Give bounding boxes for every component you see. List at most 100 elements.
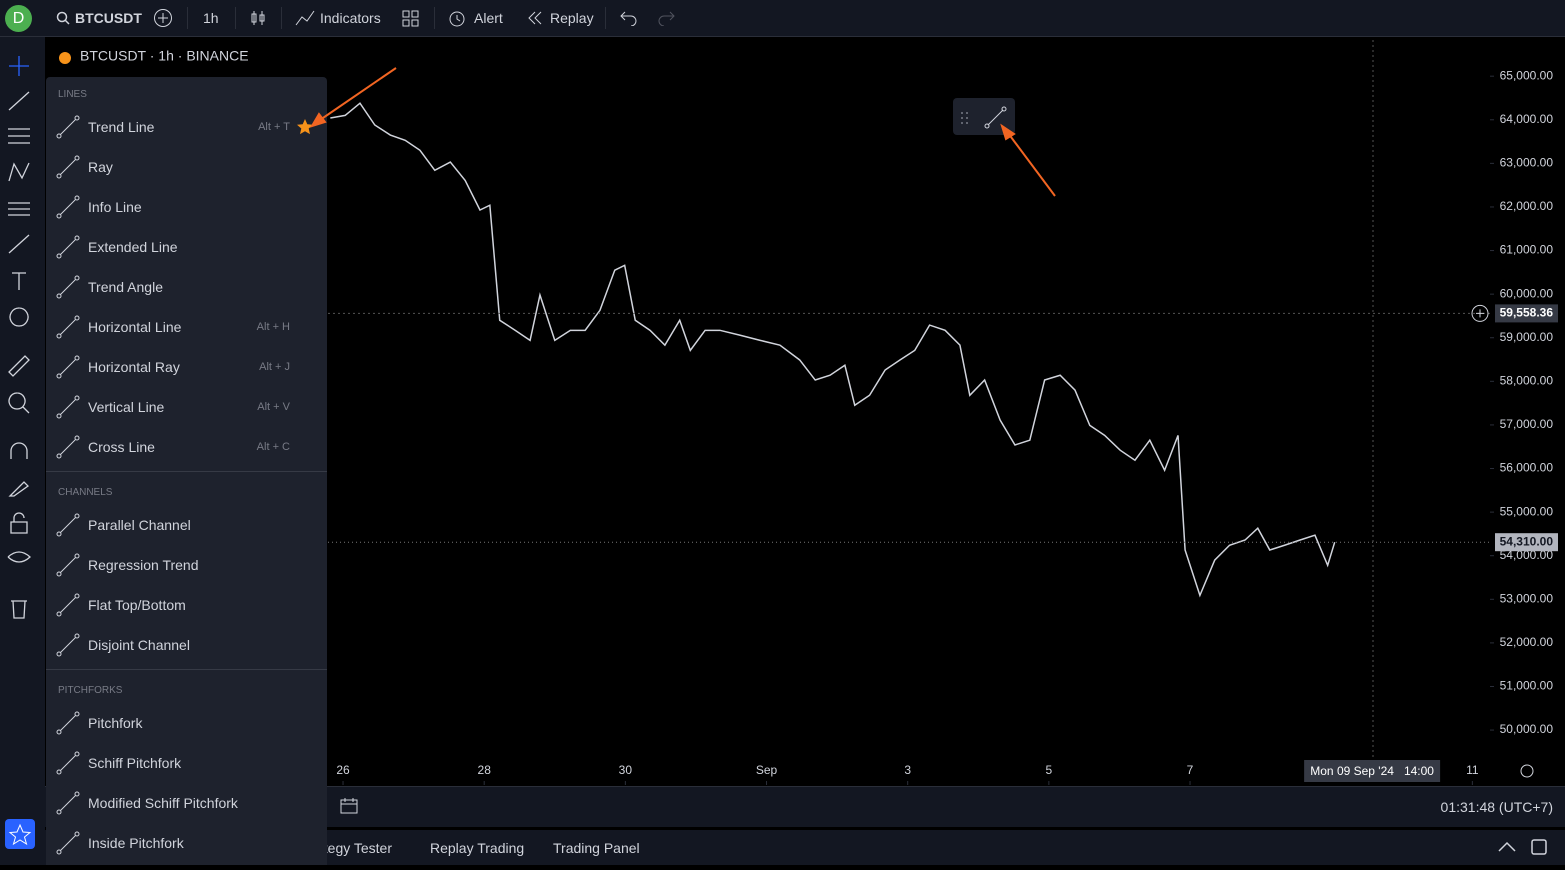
y-tick-label: 56,000.00 — [1500, 461, 1554, 475]
item-label: Trend Angle — [88, 279, 163, 295]
item-icon-dot — [74, 513, 80, 519]
item-icon-line — [58, 595, 78, 615]
item-icon-dot — [56, 413, 62, 419]
tool-button[interactable] — [10, 442, 28, 459]
symbol[interactable]: BTCUSDT — [75, 10, 142, 26]
item-icon-dot — [56, 849, 62, 855]
indicators[interactable]: Indicators — [320, 10, 381, 26]
x-tick-label: 30 — [619, 763, 633, 777]
tool-icon — [8, 91, 30, 111]
menu-item[interactable]: Ray — [46, 147, 327, 187]
date-range[interactable] — [339, 796, 359, 816]
menu-item[interactable]: Inside Pitchfork — [46, 823, 327, 863]
drag-handle — [961, 112, 968, 124]
collapse[interactable] — [1497, 840, 1517, 854]
tool-button[interactable] — [9, 307, 29, 327]
redo[interactable] — [657, 10, 675, 26]
menu-item[interactable]: Disjoint Channel — [46, 625, 327, 665]
x-tick-label: 11 — [1466, 763, 1479, 777]
menu-item[interactable]: Pitchfork — [46, 703, 327, 743]
favorite-star[interactable] — [297, 119, 313, 135]
tool-button[interactable] — [7, 551, 31, 563]
item-label: Horizontal Line — [88, 319, 182, 335]
item-icon-dot — [56, 531, 62, 537]
item-icon-dot — [56, 809, 62, 815]
item-shortcut: Alt + V — [257, 401, 290, 413]
item-icon-dot — [56, 729, 62, 735]
item-icon-line — [58, 833, 78, 853]
y-tick-label: 65,000.00 — [1500, 68, 1554, 82]
favorites-button[interactable] — [5, 819, 35, 849]
menu-item[interactable]: Regression Trend — [46, 545, 327, 585]
tool-button[interactable] — [8, 355, 30, 377]
tool-button[interactable] — [10, 512, 28, 534]
item-label: Vertical Line — [88, 399, 165, 415]
tab[interactable]: ategy Tester — [316, 840, 393, 856]
item-icon — [56, 115, 80, 139]
tool-button[interactable] — [8, 162, 30, 182]
item-icon — [56, 195, 80, 219]
item-icon-dot — [56, 173, 62, 179]
item-icon-dot — [74, 355, 80, 361]
alert[interactable]: Alert — [474, 10, 503, 26]
y-tick-label: 54,000.00 — [1500, 548, 1554, 562]
search-icon — [56, 11, 70, 25]
menu-item[interactable]: Schiff Pitchfork — [46, 743, 327, 783]
trend-line-tool[interactable] — [984, 106, 1007, 129]
item-icon-line — [58, 117, 78, 137]
floating-toolbar[interactable] — [953, 98, 1015, 135]
interval[interactable]: 1h — [203, 10, 219, 26]
menu-item[interactable]: Extended Line — [46, 227, 327, 267]
tab[interactable]: Trading Panel — [553, 840, 640, 856]
tool-button[interactable] — [12, 272, 26, 290]
tool-button[interactable] — [8, 91, 30, 111]
avatar[interactable]: D — [5, 5, 32, 32]
item-icon — [56, 831, 80, 855]
tool-button[interactable] — [11, 600, 27, 619]
tool-button[interactable] — [8, 392, 30, 414]
item-icon-dot — [56, 571, 62, 577]
menu-item[interactable]: Cross Line Alt + C — [46, 427, 327, 467]
item-icon-dot — [74, 395, 80, 401]
item-label: Pitchfork — [88, 715, 143, 731]
menu-item[interactable]: Trend Angle — [46, 267, 327, 307]
tool-button[interactable] — [9, 56, 29, 76]
alert-icon — [449, 11, 465, 27]
item-icon-line — [58, 635, 78, 655]
tool-button[interactable] — [8, 202, 30, 216]
menu-item[interactable]: Modified Schiff Pitchfork — [46, 783, 327, 823]
menu-item[interactable]: Parallel Channel — [46, 505, 327, 545]
maximize[interactable] — [1530, 838, 1548, 856]
layouts[interactable] — [402, 10, 419, 27]
y-tick-label: 55,000.00 — [1500, 504, 1554, 518]
tool-icon — [9, 307, 29, 327]
y-tick-label: 60,000.00 — [1500, 286, 1554, 300]
item-icon-line — [58, 277, 78, 297]
menu-item[interactable]: Horizontal Line Alt + H — [46, 307, 327, 347]
replay[interactable]: Replay — [550, 10, 594, 26]
axis-settings[interactable] — [1520, 764, 1534, 778]
menu-item[interactable]: Vertical Line Alt + V — [46, 387, 327, 427]
tool-button[interactable] — [8, 481, 30, 497]
item-icon — [56, 633, 80, 657]
tab[interactable]: Replay Trading — [430, 840, 525, 856]
compare-button[interactable] — [153, 8, 173, 28]
menu-item[interactable]: Horizontal Ray Alt + J — [46, 347, 327, 387]
undo[interactable] — [620, 10, 638, 26]
menu-item[interactable]: Info Line — [46, 187, 327, 227]
menu-item[interactable]: Flat Top/Bottom — [46, 585, 327, 625]
add-alert[interactable] — [1471, 304, 1489, 322]
item-icon-dot — [56, 213, 62, 219]
item-icon — [56, 395, 80, 419]
replay-icon — [528, 11, 542, 25]
menu-item[interactable]: Trend Line Alt + T — [46, 107, 327, 147]
tool-button[interactable] — [8, 234, 30, 254]
chart-type[interactable] — [249, 9, 267, 27]
top-bar: D BTCUSDT 1h Indicators Alert Replay — [0, 0, 1565, 37]
btc-icon — [59, 52, 71, 64]
item-icon — [56, 315, 80, 339]
x-tick-label: 5 — [1046, 763, 1053, 777]
tool-icons — [5, 56, 35, 849]
tool-button[interactable] — [8, 128, 30, 144]
